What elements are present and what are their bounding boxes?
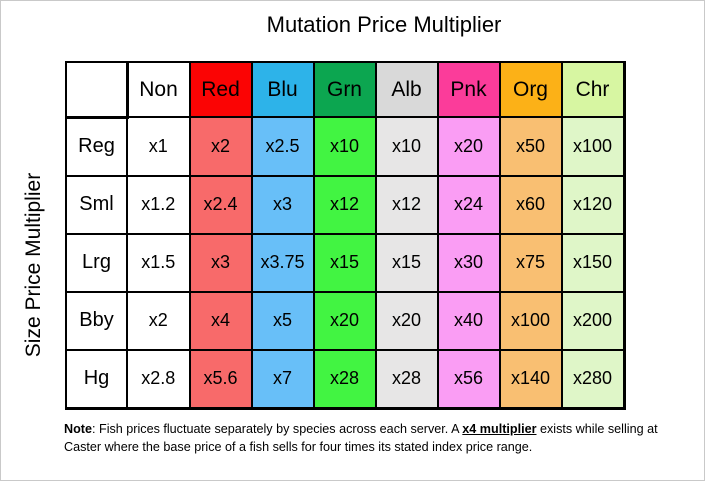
cell-bby-alb: x20 [374, 290, 439, 351]
note-text: Note: Fish prices fluctuate separately b… [64, 421, 665, 457]
cell-lrg-chr: x150 [560, 232, 626, 293]
note-part1: : Fish prices fluctuate separately by sp… [92, 422, 463, 436]
corner-cell [65, 61, 128, 118]
note-emphasis: x4 multiplier [462, 422, 537, 436]
cell-bby-pnk: x40 [436, 290, 501, 351]
cell-lrg-blu: x3.75 [250, 232, 315, 293]
column-header-non: Non [125, 61, 191, 118]
column-header-blu: Blu [250, 61, 315, 118]
page-title: Mutation Price Multiplier [266, 12, 502, 37]
cell-bby-org: x100 [498, 290, 563, 351]
cell-reg-org: x50 [498, 116, 563, 177]
row-header-bby: Bby [65, 290, 128, 351]
header-row: Non Red Blu Grn Alb Pnk Org Chr [65, 61, 626, 118]
row-header-sml: Sml [65, 174, 128, 235]
column-header-org: Org [498, 61, 563, 118]
cell-sml-blu: x3 [250, 174, 315, 235]
column-header-red: Red [188, 61, 253, 118]
cell-lrg-pnk: x30 [436, 232, 501, 293]
row-axis-label: Size Price Multiplier [22, 172, 45, 358]
cell-bby-non: x2 [126, 290, 191, 351]
cell-sml-red: x2.4 [188, 174, 253, 235]
note-label: Note [64, 422, 92, 436]
cell-lrg-grn: x15 [312, 232, 377, 293]
table-row-lrg: Lrg x1.5 x3 x3.75 x15 x15 x30 x75 x150 [65, 232, 626, 293]
cell-hg-pnk: x56 [436, 348, 501, 410]
cell-sml-pnk: x24 [436, 174, 501, 235]
cell-sml-alb: x12 [374, 174, 439, 235]
cell-bby-chr: x200 [560, 290, 626, 351]
cell-hg-red: x5.6 [188, 348, 253, 410]
row-header-lrg: Lrg [65, 232, 128, 293]
cell-sml-grn: x12 [312, 174, 377, 235]
cell-reg-blu: x2.5 [250, 116, 315, 177]
multiplier-table: Non Red Blu Grn Alb Pnk Org Chr Reg x1 x2 x2.5 x10 x1… [65, 61, 626, 410]
cell-reg-alb: x10 [374, 116, 439, 177]
cell-hg-non: x2.8 [126, 348, 191, 410]
cell-reg-red: x2 [188, 116, 253, 177]
cell-sml-chr: x120 [560, 174, 626, 235]
table-row-hg: Hg x2.8 x5.6 x7 x28 x28 x56 x140 x280 [65, 348, 626, 410]
cell-reg-pnk: x20 [436, 116, 501, 177]
cell-lrg-org: x75 [498, 232, 563, 293]
cell-sml-non: x1.2 [126, 174, 191, 235]
cell-hg-alb: x28 [374, 348, 439, 410]
cell-bby-grn: x20 [312, 290, 377, 351]
column-header-pnk: Pnk [436, 61, 501, 118]
cell-reg-grn: x10 [312, 116, 377, 177]
cell-hg-chr: x280 [560, 348, 626, 410]
cell-lrg-red: x3 [188, 232, 253, 293]
table-row-sml: Sml x1.2 x2.4 x3 x12 x12 x24 x60 x120 [65, 174, 626, 235]
cell-reg-chr: x100 [560, 116, 626, 177]
column-header-grn: Grn [312, 61, 377, 118]
cell-sml-org: x60 [498, 174, 563, 235]
column-header-alb: Alb [374, 61, 439, 118]
cell-bby-blu: x5 [250, 290, 315, 351]
cell-hg-org: x140 [498, 348, 563, 410]
table-row-bby: Bby x2 x4 x5 x20 x20 x40 x100 x200 [65, 290, 626, 351]
cell-lrg-alb: x15 [374, 232, 439, 293]
cell-bby-red: x4 [188, 290, 253, 351]
cell-hg-grn: x28 [312, 348, 377, 410]
row-header-reg: Reg [65, 115, 128, 177]
cell-lrg-non: x1.5 [126, 232, 191, 293]
note-part2: exists while selling at Caster where the… [64, 422, 658, 454]
cell-hg-blu: x7 [250, 348, 315, 410]
cell-reg-non: x1 [126, 116, 191, 177]
column-header-chr: Chr [560, 61, 626, 118]
row-header-hg: Hg [65, 348, 128, 410]
table-row-reg: Reg x1 x2 x2.5 x10 x10 x20 x50 x100 [65, 115, 626, 177]
